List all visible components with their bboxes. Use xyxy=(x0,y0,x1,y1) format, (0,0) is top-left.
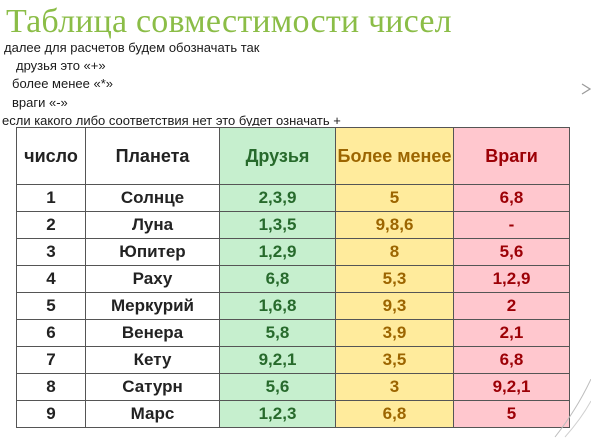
cell-planet: Меркурий xyxy=(85,292,220,320)
cell-more-less: 5 xyxy=(335,184,454,212)
cell-number: 7 xyxy=(16,346,86,374)
cell-friends: 6,8 xyxy=(219,265,336,293)
intro-line-friends: друзья это «+» xyxy=(16,58,106,73)
cell-number: 9 xyxy=(16,400,86,428)
cell-number: 5 xyxy=(16,292,86,320)
cell-more-less: 3,5 xyxy=(335,346,454,374)
cell-planet: Марс xyxy=(85,400,220,428)
cell-more-less: 3 xyxy=(335,373,454,401)
table-row: 5 Меркурий 1,6,8 9,3 2 xyxy=(16,292,570,320)
cell-enemies: 5 xyxy=(453,400,570,428)
cell-enemies: 6,8 xyxy=(453,184,570,212)
intro-line-more-less: более менее «*» xyxy=(12,76,113,91)
cell-friends: 9,2,1 xyxy=(219,346,336,374)
table-row: 7 Кету 9,2,1 3,5 6,8 xyxy=(16,346,570,374)
cell-enemies: 9,2,1 xyxy=(453,373,570,401)
table-row: 4 Раху 6,8 5,3 1,2,9 xyxy=(16,265,570,293)
table-header-row: число Планета Друзья Более менее Враги xyxy=(16,127,570,185)
cell-more-less: 8 xyxy=(335,238,454,266)
table-row: 8 Сатурн 5,6 3 9,2,1 xyxy=(16,373,570,401)
cell-planet: Кету xyxy=(85,346,220,374)
compatibility-table: число Планета Друзья Более менее Враги 1… xyxy=(16,127,570,428)
cell-friends: 1,2,3 xyxy=(219,400,336,428)
cell-friends: 1,6,8 xyxy=(219,292,336,320)
intro-line-enemies: враги «-» xyxy=(12,95,68,110)
cell-planet: Сатурн xyxy=(85,373,220,401)
cell-number: 1 xyxy=(16,184,86,212)
cell-more-less: 6,8 xyxy=(335,400,454,428)
header-enemies: Враги xyxy=(453,127,570,185)
cell-planet: Юпитер xyxy=(85,238,220,266)
cell-number: 8 xyxy=(16,373,86,401)
intro-line-notation: далее для расчетов будем обозначать так xyxy=(4,40,260,55)
cell-enemies: - xyxy=(453,211,570,239)
cell-friends: 1,2,9 xyxy=(219,238,336,266)
header-friends: Друзья xyxy=(219,127,336,185)
cell-number: 3 xyxy=(16,238,86,266)
header-number: число xyxy=(16,127,86,185)
cell-planet: Раху xyxy=(85,265,220,293)
cell-friends: 5,6 xyxy=(219,373,336,401)
arrow-marker-icon xyxy=(581,83,591,95)
header-more-less: Более менее xyxy=(335,127,454,185)
table-row: 9 Марс 1,2,3 6,8 5 xyxy=(16,400,570,428)
page-title: Таблица совместимости чисел xyxy=(6,3,452,40)
cell-number: 6 xyxy=(16,319,86,347)
cell-more-less: 5,3 xyxy=(335,265,454,293)
table-row: 6 Венера 5,8 3,9 2,1 xyxy=(16,319,570,347)
cell-planet: Венера xyxy=(85,319,220,347)
cell-enemies: 1,2,9 xyxy=(453,265,570,293)
page-curl-decoration xyxy=(554,379,591,438)
header-planet: Планета xyxy=(85,127,220,185)
cell-friends: 2,3,9 xyxy=(219,184,336,212)
cell-more-less: 9,8,6 xyxy=(335,211,454,239)
cell-enemies: 2 xyxy=(453,292,570,320)
cell-enemies: 5,6 xyxy=(453,238,570,266)
cell-number: 4 xyxy=(16,265,86,293)
cell-more-less: 3,9 xyxy=(335,319,454,347)
cell-friends: 1,3,5 xyxy=(219,211,336,239)
table-row: 3 Юпитер 1,2,9 8 5,6 xyxy=(16,238,570,266)
cell-planet: Луна xyxy=(85,211,220,239)
cell-enemies: 6,8 xyxy=(453,346,570,374)
cell-more-less: 9,3 xyxy=(335,292,454,320)
intro-line-default: если какого либо соответствия нет это бу… xyxy=(2,113,341,126)
cell-enemies: 2,1 xyxy=(453,319,570,347)
cell-friends: 5,8 xyxy=(219,319,336,347)
cell-number: 2 xyxy=(16,211,86,239)
cell-planet: Солнце xyxy=(85,184,220,212)
table-row: 2 Луна 1,3,5 9,8,6- xyxy=(16,211,570,239)
table-row: 1 Солнце 2,3,9 5 6,8 xyxy=(16,184,570,212)
